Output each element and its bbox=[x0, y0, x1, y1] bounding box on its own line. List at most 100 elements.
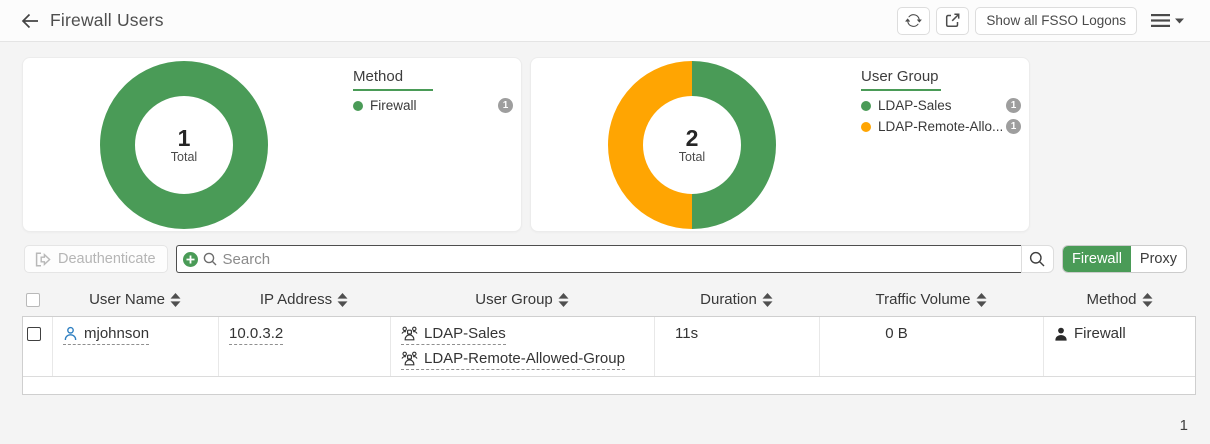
hamburger-icon bbox=[1151, 14, 1170, 27]
user-group-legend: User Group LDAP-Sales 1 LDAP-Remote-Allo… bbox=[861, 69, 1021, 139]
show-all-fsso-logons-button[interactable]: Show all FSSO Logons bbox=[975, 6, 1137, 35]
add-filter-icon[interactable] bbox=[182, 251, 198, 267]
traffic-volume-cell: 0 B bbox=[820, 317, 1044, 376]
filter-proxy-button[interactable]: Proxy bbox=[1130, 246, 1186, 272]
topbar-actions: Show all FSSO Logons bbox=[897, 6, 1186, 35]
user-name-cell: mjohnson bbox=[53, 317, 219, 376]
sort-icon bbox=[762, 292, 773, 307]
menu-button[interactable] bbox=[1149, 11, 1186, 30]
column-label: User Name bbox=[89, 291, 165, 308]
top-bar: Firewall Users Show all FSSO Logons bbox=[0, 0, 1210, 42]
row-checkbox[interactable] bbox=[27, 327, 41, 341]
user-group-legend-title: User Group bbox=[861, 68, 939, 85]
logout-icon bbox=[35, 251, 51, 267]
user-group-donut-chart[interactable]: 2 Total bbox=[607, 60, 777, 230]
column-header-method[interactable]: Method bbox=[1043, 291, 1196, 308]
sort-icon bbox=[337, 292, 348, 307]
user-group-cell: LDAP-Sales LDAP-Remote-Allowed-G bbox=[391, 317, 655, 376]
row-select-cell bbox=[23, 317, 53, 376]
user-group-chart-card: 2 Total User Group LDAP-Sales 1 LDAP-Rem… bbox=[530, 57, 1030, 232]
method-legend-underline bbox=[353, 89, 433, 91]
column-header-duration[interactable]: Duration bbox=[654, 291, 819, 308]
sort-icon bbox=[558, 292, 569, 307]
sort-icon bbox=[976, 292, 987, 307]
user-group-link[interactable]: LDAP-Remote-Allowed-Group bbox=[401, 350, 625, 370]
select-all-cell bbox=[22, 292, 52, 307]
legend-item-firewall[interactable]: Firewall 1 bbox=[353, 97, 513, 114]
user-name-text: mjohnson bbox=[84, 325, 150, 342]
duration-text: 11s bbox=[675, 325, 699, 342]
select-all-checkbox[interactable] bbox=[26, 292, 40, 307]
legend-dot-green bbox=[353, 100, 363, 111]
back-button[interactable] bbox=[18, 9, 42, 33]
column-header-user-group[interactable]: User Group bbox=[390, 291, 654, 308]
sort-icon bbox=[1142, 292, 1153, 307]
arrow-left-icon bbox=[21, 13, 38, 28]
search-button[interactable] bbox=[1020, 245, 1054, 273]
plus-icon bbox=[186, 255, 195, 263]
firewall-users-table: User Name IP Address User Group Duration bbox=[22, 283, 1196, 395]
method-text: Firewall bbox=[1074, 325, 1126, 342]
user-icon bbox=[64, 326, 77, 340]
user-group-icon bbox=[401, 326, 418, 341]
column-header-traffic-volume[interactable]: Traffic Volume bbox=[819, 291, 1043, 308]
column-label: User Group bbox=[475, 291, 553, 308]
method-donut-svg bbox=[100, 61, 268, 229]
table-row[interactable]: mjohnson 10.0.3.2 bbox=[23, 317, 1195, 376]
column-header-ip-address[interactable]: IP Address bbox=[218, 291, 390, 308]
table-empty-strip bbox=[23, 376, 1195, 394]
column-header-user-name[interactable]: User Name bbox=[52, 291, 218, 308]
legend-label: LDAP-Remote-Allo... bbox=[878, 119, 1004, 134]
method-cell: Firewall bbox=[1044, 317, 1197, 376]
duration-cell: 11s bbox=[655, 317, 820, 376]
method-chart-card: 1 Total Method Firewall 1 bbox=[22, 57, 522, 232]
user-group-text: LDAP-Remote-Allowed-Group bbox=[424, 350, 625, 367]
search-icon bbox=[1030, 251, 1045, 267]
refresh-button[interactable] bbox=[897, 6, 931, 35]
user-group-donut-svg bbox=[608, 61, 776, 229]
page-number[interactable]: 1 bbox=[1179, 417, 1188, 434]
legend-label: Firewall bbox=[370, 98, 417, 113]
search-input[interactable] bbox=[222, 250, 1015, 268]
deauthenticate-button[interactable]: Deauthenticate bbox=[24, 245, 168, 273]
popout-button[interactable] bbox=[936, 6, 970, 35]
sort-icon bbox=[170, 292, 181, 307]
search-bar bbox=[175, 245, 1021, 273]
user-name-link[interactable]: mjohnson bbox=[63, 325, 150, 345]
table-body: mjohnson 10.0.3.2 bbox=[22, 316, 1196, 395]
ip-address-cell: 10.0.3.2 bbox=[219, 317, 391, 376]
filter-firewall-button[interactable]: Firewall bbox=[1062, 246, 1131, 272]
ip-address-text: 10.0.3.2 bbox=[229, 325, 284, 342]
legend-dot-orange bbox=[861, 121, 871, 132]
user-group-text: LDAP-Sales bbox=[424, 325, 506, 342]
table-header-row: User Name IP Address User Group Duration bbox=[22, 283, 1196, 316]
legend-item-ldap-sales[interactable]: LDAP-Sales 1 bbox=[861, 97, 1021, 114]
method-legend-title: Method bbox=[353, 68, 404, 85]
caret-down-icon bbox=[1175, 18, 1184, 23]
user-group-icon bbox=[401, 351, 418, 366]
legend-count-badge: 1 bbox=[498, 98, 513, 113]
ip-address-link[interactable]: 10.0.3.2 bbox=[229, 325, 284, 345]
view-filter-segmented: Firewall Proxy bbox=[1061, 245, 1187, 273]
column-label: IP Address bbox=[259, 291, 333, 308]
user-solid-icon bbox=[1055, 327, 1067, 341]
traffic-volume-text: 0 B bbox=[885, 325, 908, 342]
page-title: Firewall Users bbox=[50, 10, 164, 30]
column-label: Method bbox=[1086, 291, 1137, 308]
legend-label: LDAP-Sales bbox=[878, 98, 952, 113]
user-group-line: LDAP-Remote-Allowed-Group bbox=[401, 350, 644, 370]
user-group-link[interactable]: LDAP-Sales bbox=[401, 325, 506, 345]
method-donut-chart[interactable]: 1 Total bbox=[99, 60, 269, 230]
toolbar: Deauthenticate Firewall Proxy bbox=[24, 245, 1187, 273]
column-label: Traffic Volume bbox=[875, 291, 971, 308]
user-group-legend-underline bbox=[861, 89, 941, 91]
deauthenticate-label: Deauthenticate bbox=[58, 251, 156, 267]
method-legend: Method Firewall 1 bbox=[353, 69, 513, 118]
search-icon bbox=[203, 252, 217, 266]
legend-dot-green bbox=[861, 100, 871, 111]
method-value: Firewall bbox=[1054, 325, 1126, 342]
legend-item-ldap-remote-allowed[interactable]: LDAP-Remote-Allo... 1 bbox=[861, 118, 1021, 135]
user-group-line: LDAP-Sales bbox=[401, 325, 644, 345]
external-link-icon bbox=[946, 13, 960, 28]
legend-count-badge: 1 bbox=[1006, 98, 1021, 113]
